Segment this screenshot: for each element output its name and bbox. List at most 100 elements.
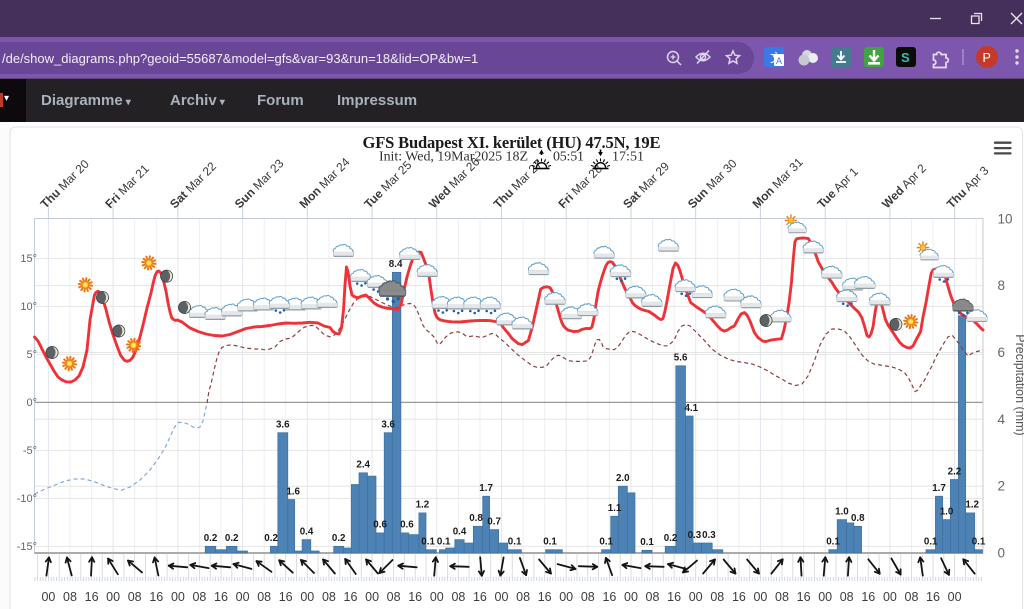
svg-text:0.6: 0.6 (373, 520, 387, 531)
svg-text:1.6: 1.6 (286, 486, 300, 497)
svg-text:1.7: 1.7 (479, 483, 493, 494)
svg-text:-5°: -5° (23, 445, 37, 457)
svg-text:3.6: 3.6 (381, 420, 395, 431)
svg-text:0.3: 0.3 (688, 530, 702, 541)
svg-text:16: 16 (473, 590, 487, 604)
svg-text:00: 00 (495, 590, 509, 604)
svg-text:2.4: 2.4 (356, 460, 370, 471)
svg-text:16: 16 (926, 590, 940, 604)
svg-text:5.6: 5.6 (674, 353, 688, 364)
svg-text:4: 4 (998, 412, 1006, 427)
svg-text:Init: Wed, 19Mar2025 18Z: Init: Wed, 19Mar2025 18Z (379, 150, 528, 165)
svg-text:0.3: 0.3 (702, 530, 716, 541)
svg-text:08: 08 (322, 590, 336, 604)
svg-text:00: 00 (41, 590, 55, 604)
svg-text:16: 16 (214, 590, 228, 604)
svg-text:00: 00 (236, 590, 250, 604)
svg-text:6: 6 (998, 345, 1006, 360)
svg-text:P: P (983, 51, 991, 65)
svg-text:16: 16 (279, 590, 293, 604)
svg-text:0.1: 0.1 (437, 537, 451, 548)
svg-text:0.2: 0.2 (264, 533, 278, 544)
svg-text:08: 08 (451, 590, 465, 604)
svg-text:00: 00 (948, 590, 962, 604)
svg-text:0.1: 0.1 (599, 537, 613, 548)
svg-text:0.8: 0.8 (851, 513, 865, 524)
svg-text:08: 08 (905, 590, 919, 604)
svg-text:00: 00 (753, 590, 767, 604)
svg-text:-10°: -10° (17, 493, 37, 505)
svg-text:08: 08 (710, 590, 724, 604)
svg-text:0°: 0° (26, 397, 37, 409)
svg-text:0.1: 0.1 (421, 537, 435, 548)
svg-text:08: 08 (63, 590, 77, 604)
svg-text:16: 16 (538, 590, 552, 604)
svg-text:08: 08 (192, 590, 206, 604)
svg-text:16: 16 (85, 590, 99, 604)
svg-text:00: 00 (300, 590, 314, 604)
svg-text:3.6: 3.6 (276, 420, 290, 431)
svg-text:1.2: 1.2 (416, 500, 430, 511)
svg-text:16: 16 (149, 590, 163, 604)
svg-text:00: 00 (559, 590, 573, 604)
svg-text:08: 08 (257, 590, 271, 604)
svg-text:0.1: 0.1 (508, 537, 522, 548)
svg-text:10°: 10° (20, 301, 37, 313)
svg-text:A: A (776, 56, 782, 66)
svg-text:0.1: 0.1 (543, 537, 557, 548)
svg-text:08: 08 (840, 590, 854, 604)
svg-text:00: 00 (689, 590, 703, 604)
svg-text:00: 00 (430, 590, 444, 604)
svg-text:1.1: 1.1 (608, 503, 622, 514)
svg-text:0.2: 0.2 (664, 533, 678, 544)
svg-text:0.1: 0.1 (924, 537, 938, 548)
svg-text:8: 8 (998, 278, 1006, 293)
svg-text:1.2: 1.2 (965, 500, 979, 511)
svg-text:0.8: 0.8 (469, 513, 483, 524)
svg-text:0.4: 0.4 (453, 526, 467, 537)
svg-text:5°: 5° (26, 349, 37, 361)
svg-text:16: 16 (861, 590, 875, 604)
svg-text:-15°: -15° (17, 541, 37, 553)
svg-text:Precipitation (mm): Precipitation (mm) (1013, 334, 1024, 435)
svg-text:00: 00 (171, 590, 185, 604)
svg-text:08: 08 (128, 590, 142, 604)
svg-text:0.2: 0.2 (204, 533, 218, 544)
svg-text:0.1: 0.1 (972, 537, 986, 548)
svg-text:08: 08 (581, 590, 595, 604)
svg-text:1.7: 1.7 (932, 483, 946, 494)
svg-text:15°: 15° (20, 253, 37, 265)
svg-text:8.4: 8.4 (389, 259, 403, 270)
svg-text:00: 00 (365, 590, 379, 604)
svg-text:17:51: 17:51 (612, 150, 644, 165)
svg-text:0.2: 0.2 (332, 533, 346, 544)
svg-text:10: 10 (998, 211, 1013, 226)
svg-text:00: 00 (883, 590, 897, 604)
svg-text:08: 08 (646, 590, 660, 604)
svg-text:0.7: 0.7 (487, 516, 501, 527)
svg-text:00: 00 (624, 590, 638, 604)
svg-text:16: 16 (797, 590, 811, 604)
svg-text:16: 16 (344, 590, 358, 604)
svg-text:2.0: 2.0 (616, 473, 630, 484)
svg-text:16: 16 (732, 590, 746, 604)
svg-text:16: 16 (667, 590, 681, 604)
svg-text:0.4: 0.4 (300, 526, 314, 537)
svg-text:16: 16 (602, 590, 616, 604)
svg-text:0.2: 0.2 (225, 533, 239, 544)
svg-text:S: S (901, 50, 910, 65)
svg-text:GFS Budapest XI. kerület (HU): GFS Budapest XI. kerület (HU) 47.5N, 19E (363, 133, 661, 152)
svg-text:4.1: 4.1 (684, 403, 698, 414)
svg-text:00: 00 (818, 590, 832, 604)
svg-text:08: 08 (775, 590, 789, 604)
svg-text:00: 00 (106, 590, 120, 604)
svg-text:08: 08 (516, 590, 530, 604)
svg-text:1.0: 1.0 (940, 506, 954, 517)
svg-text:1.0: 1.0 (835, 506, 849, 517)
svg-text:0: 0 (998, 546, 1006, 561)
svg-text:0.1: 0.1 (640, 537, 654, 548)
svg-text:16: 16 (408, 590, 422, 604)
svg-text:08: 08 (387, 590, 401, 604)
svg-text:2.2: 2.2 (948, 466, 962, 477)
svg-text:2: 2 (998, 479, 1006, 494)
